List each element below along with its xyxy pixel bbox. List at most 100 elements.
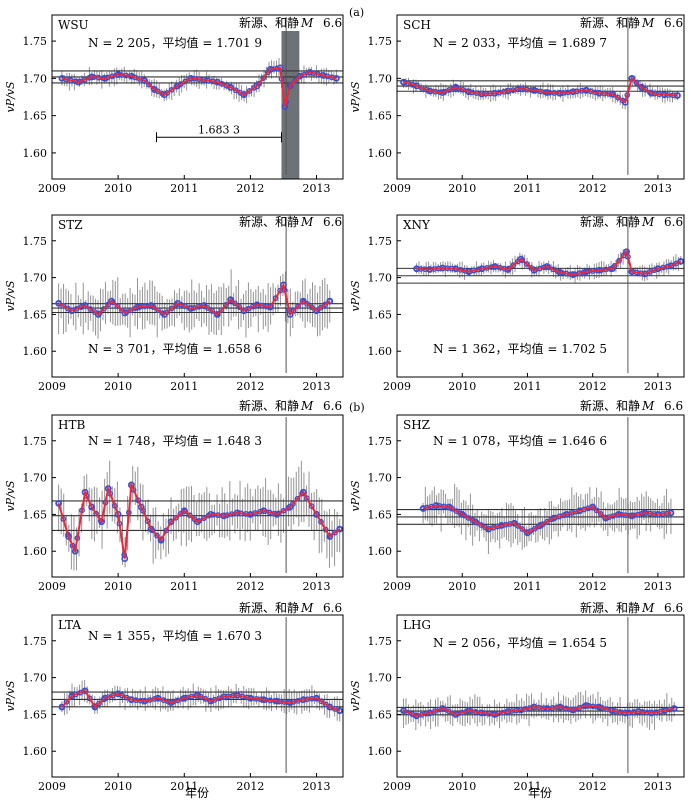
x-tick-label: 2009 [38,580,66,593]
y-axis-label: vP/vS [4,81,17,113]
data-point [264,69,271,76]
magnitude-value: 6.6 [323,215,342,229]
x-tick-label: 2010 [104,580,132,593]
data-point [308,304,315,311]
x-tick-label: 2011 [170,780,198,793]
data-point [177,511,184,517]
x-tick-label: 2010 [448,780,476,793]
smoothed-series-line [57,481,341,559]
data-point [289,501,296,507]
data-point [105,301,112,308]
data-point [478,522,484,528]
stats-text: N = 2 056，平均值 = 1.654 5 [433,635,607,650]
magnitude-symbol: M [300,399,314,413]
magnitude-symbol: M [300,601,314,615]
y-tick-label: 1.60 [23,345,48,358]
data-point [150,85,157,92]
stats-text: N = 3 701，平均值 = 1.658 6 [88,341,262,356]
data-point [539,521,546,528]
data-point [155,88,161,95]
event-label: 新源、和静 [580,15,640,30]
axes-frame [396,214,685,378]
y-tick-label: 1.65 [23,708,48,721]
data-point [86,695,93,702]
data-point [515,523,522,529]
stats-text: N = 1 748，平均值 = 1.648 3 [88,433,262,448]
magnitude-value: 6.6 [323,399,342,413]
data-point [155,307,161,314]
x-tick-label: 2013 [303,780,331,793]
data-point [172,514,179,521]
x-tick-label: 2013 [303,580,331,593]
x-axis-label-left: 年份 [185,786,209,800]
magnitude-symbol: M [641,215,655,229]
stats-text: N = 2 033，平均值 = 1.689 7 [433,35,607,50]
data-point [642,86,649,93]
data-point [294,495,301,502]
data-point [145,81,152,88]
station-label: WSU [58,18,89,32]
x-tick-label: 2012 [579,780,607,793]
data-point [100,305,107,312]
data-point [313,511,320,517]
data-point [457,510,464,517]
data-point [473,519,480,526]
data-point [593,507,600,514]
x-tick-label: 2011 [170,182,198,195]
data-point [200,515,207,522]
y-tick-label: 1.65 [368,708,393,721]
data-point [527,528,534,534]
data-point [149,527,156,534]
data-point [615,94,622,101]
data-point [164,90,171,96]
data-point [118,307,125,314]
data-point [469,517,476,524]
smoothed-series-line [58,282,331,317]
station-label: STZ [58,218,83,232]
data-point [68,693,75,700]
data-point [528,264,534,271]
magnitude-symbol: M [300,16,314,30]
data-point [96,700,102,707]
x-tick-label: 2012 [579,580,607,593]
data-point [465,515,472,521]
data-point [304,301,311,307]
station-label: XNY [403,218,431,232]
data-point [186,512,193,519]
x-tick-label: 2013 [644,380,672,393]
x-tick-label: 2013 [303,182,331,195]
station-label: LHG [403,618,431,632]
data-point [64,305,71,312]
data-point [638,83,644,90]
x-tick-label: 2011 [513,380,541,393]
y-axis-label: vP/vS [349,680,362,712]
data-point [523,261,530,267]
y-tick-label: 1.70 [368,272,393,285]
data-point [322,301,329,308]
data-point [218,307,225,313]
data-point [327,533,334,539]
x-tick-label: 2013 [644,580,672,593]
data-point [163,527,170,534]
data-point [597,510,604,517]
x-tick-label: 2009 [383,380,411,393]
x-tick-label: 2011 [513,780,541,793]
span-label: 1.683 3 [198,123,240,136]
y-tick-label: 1.70 [23,472,48,485]
data-point [213,311,220,317]
y-tick-label: 1.75 [23,635,48,648]
group-label-b: (b) [349,401,365,414]
y-tick-label: 1.65 [368,110,393,123]
data-point [150,304,157,311]
y-tick-label: 1.70 [23,272,48,285]
x-tick-label: 2010 [104,380,132,393]
axes-frame [396,614,685,778]
station-label: SCH [403,18,431,32]
axes-frame [51,414,344,578]
data-point [255,80,262,87]
data-point [63,698,70,705]
x-axis-label-right: 年份 [528,786,552,800]
data-point [55,300,62,307]
data-point [285,505,292,512]
magnitude-symbol: M [300,215,314,229]
